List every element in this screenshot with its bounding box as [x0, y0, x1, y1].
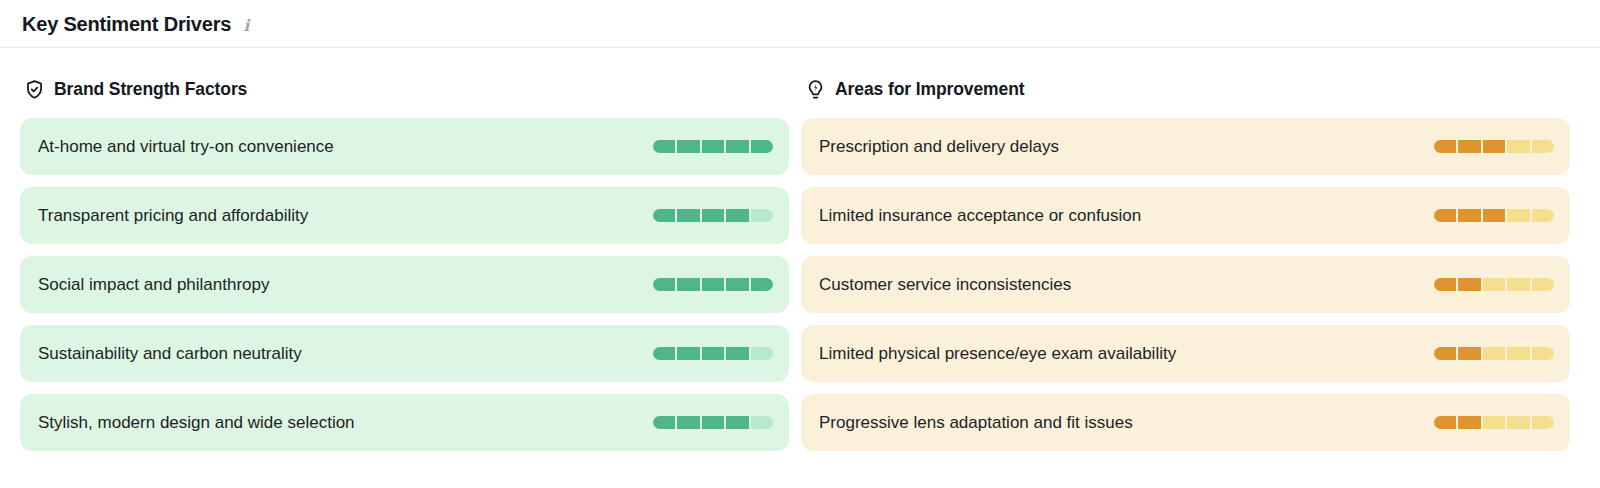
- column-title: Areas for Improvement: [835, 79, 1025, 100]
- sentiment-row: Prescription and delivery delays: [801, 118, 1570, 175]
- score-bar: [1434, 416, 1554, 429]
- sentiment-row: Social impact and philanthropy: [20, 256, 789, 313]
- shield-check-icon: [24, 79, 45, 100]
- rows-list: Prescription and delivery delays Limited…: [801, 118, 1570, 451]
- sentiment-row: Stylish, modern design and wide selectio…: [20, 394, 789, 451]
- score-bar: [653, 140, 773, 153]
- sentiment-row: Progressive lens adaptation and fit issu…: [801, 394, 1570, 451]
- row-label: At-home and virtual try-on convenience: [38, 137, 334, 157]
- column-header: Areas for Improvement: [801, 79, 1570, 100]
- score-bar: [653, 347, 773, 360]
- column-brand-strength: Brand Strength Factors At-home and virtu…: [20, 79, 789, 451]
- score-bar: [1434, 209, 1554, 222]
- panel-header: Key Sentiment Drivers i: [0, 0, 1600, 47]
- columns-container: Brand Strength Factors At-home and virtu…: [0, 48, 1600, 451]
- row-label: Stylish, modern design and wide selectio…: [38, 413, 355, 433]
- score-bar: [1434, 347, 1554, 360]
- row-label: Limited insurance acceptance or confusio…: [819, 206, 1141, 226]
- page-title: Key Sentiment Drivers: [22, 13, 231, 36]
- row-label: Progressive lens adaptation and fit issu…: [819, 413, 1133, 433]
- rows-list: At-home and virtual try-on convenience T…: [20, 118, 789, 451]
- row-label: Limited physical presence/eye exam avail…: [819, 344, 1176, 364]
- info-icon[interactable]: i: [243, 16, 249, 34]
- row-label: Prescription and delivery delays: [819, 137, 1059, 157]
- column-areas-improvement: Areas for Improvement Prescription and d…: [801, 79, 1570, 451]
- key-sentiment-drivers-panel: Key Sentiment Drivers i Brand Strength F…: [0, 0, 1600, 488]
- sentiment-row: Customer service inconsistencies: [801, 256, 1570, 313]
- sentiment-row: Limited physical presence/eye exam avail…: [801, 325, 1570, 382]
- score-bar: [1434, 278, 1554, 291]
- score-bar: [653, 278, 773, 291]
- score-bar: [1434, 140, 1554, 153]
- lightbulb-icon: [805, 79, 826, 100]
- row-label: Social impact and philanthropy: [38, 275, 270, 295]
- sentiment-row: Transparent pricing and affordability: [20, 187, 789, 244]
- sentiment-row: At-home and virtual try-on convenience: [20, 118, 789, 175]
- sentiment-row: Limited insurance acceptance or confusio…: [801, 187, 1570, 244]
- row-label: Customer service inconsistencies: [819, 275, 1071, 295]
- score-bar: [653, 209, 773, 222]
- score-bar: [653, 416, 773, 429]
- column-title: Brand Strength Factors: [54, 79, 247, 100]
- row-label: Sustainability and carbon neutrality: [38, 344, 302, 364]
- column-header: Brand Strength Factors: [20, 79, 789, 100]
- row-label: Transparent pricing and affordability: [38, 206, 308, 226]
- sentiment-row: Sustainability and carbon neutrality: [20, 325, 789, 382]
